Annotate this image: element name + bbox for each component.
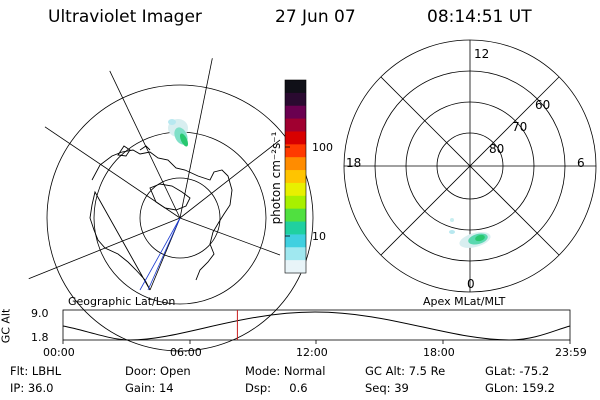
- geographic-map-caption: Geographic Lat/Lon: [68, 295, 176, 308]
- meridian-line: [17, 217, 181, 284]
- coastline: [149, 183, 191, 211]
- colorbar-segment: [285, 118, 306, 132]
- aurora-emission: [449, 218, 491, 248]
- colorbar-segment: [285, 247, 306, 261]
- colorbar-segment: [285, 195, 306, 210]
- meridian-line: [179, 139, 281, 219]
- coastline: [89, 149, 233, 291]
- meridian-line: [179, 55, 216, 219]
- mlat-label-60: 60: [535, 98, 551, 112]
- colorbar-segment: [285, 144, 306, 158]
- date-label: 27 Jun 07: [275, 7, 356, 27]
- info-gc-alt: GC Alt: 7.5 Re: [365, 364, 446, 378]
- lat-circle: [139, 177, 221, 259]
- info-glon: GLon: 159.2: [485, 381, 555, 395]
- mlt-label-6: 6: [577, 156, 585, 170]
- mlat-label-80: 80: [489, 142, 505, 156]
- info-mode: Mode: Normal: [245, 364, 326, 378]
- instrument-title: Ultraviolet Imager: [48, 7, 202, 27]
- timeline-axis-label: GC Alt: [0, 308, 13, 344]
- colorbar-segment: [285, 221, 306, 235]
- colorbar-tick-label: 100: [312, 141, 333, 154]
- timeline-ymax-label: 9.0: [31, 307, 49, 320]
- colorbar-segment: [285, 208, 306, 223]
- timeline-tick-label: 18:00: [423, 346, 455, 359]
- colorbar-segment: [285, 234, 306, 248]
- timeline-tick-label: 23:59: [555, 346, 587, 359]
- timeline-tick-label: 12:00: [296, 346, 328, 359]
- colorbar-tick-label: 10: [312, 230, 326, 243]
- altitude-curve: [62, 311, 571, 341]
- coastline: [69, 59, 81, 75]
- colorbar-segment: [285, 182, 306, 197]
- info-seq: Seq: 39: [365, 381, 409, 395]
- info-filter: Flt: LBHL: [10, 364, 62, 378]
- satellite-track: [139, 217, 181, 291]
- info-glat: GLat: -75.2: [485, 364, 550, 378]
- colorbar-segment: [285, 80, 306, 94]
- mlt-line: [380, 76, 560, 256]
- colorbar-segment: [285, 92, 306, 107]
- meridian-line: [19, 109, 181, 219]
- magnetic-map-caption: Apex MLat/MLT: [423, 295, 506, 308]
- info-door: Door: Open: [125, 364, 191, 378]
- mlt-label-18: 18: [346, 156, 362, 170]
- timeline-tick-label: 00:00: [43, 346, 75, 359]
- magnetic-polar-plot: [343, 39, 597, 293]
- meridian-line: [179, 217, 281, 256]
- colorbar-segment: [285, 170, 306, 184]
- colorbar-unit-label: photon cm⁻²s⁻¹: [269, 131, 283, 225]
- colorbar-segment: [285, 157, 306, 171]
- colorbar: [284, 79, 307, 274]
- mlt-label-12: 12: [474, 47, 490, 61]
- coastline: [117, 145, 151, 157]
- satellite-track: [147, 217, 181, 291]
- lat-circle: [46, 84, 314, 352]
- info-ip: IP: 36.0: [10, 381, 54, 395]
- info-gain: Gain: 14: [125, 381, 174, 395]
- timeline-ymin-label: 1.8: [31, 331, 49, 344]
- altitude-timeline: [62, 309, 571, 344]
- info-dsp: Dsp: 0.6: [245, 381, 308, 395]
- mlt-label-0: 0: [467, 277, 475, 291]
- time-label: 08:14:51 UT: [427, 7, 532, 27]
- mlat-label-70: 70: [512, 120, 528, 134]
- colorbar-segment: [285, 105, 306, 120]
- colorbar-segment: [285, 260, 306, 274]
- colorbar-segment: [285, 131, 306, 145]
- timeline-tick-label: 06:00: [170, 346, 202, 359]
- aurora-emission: [168, 119, 189, 147]
